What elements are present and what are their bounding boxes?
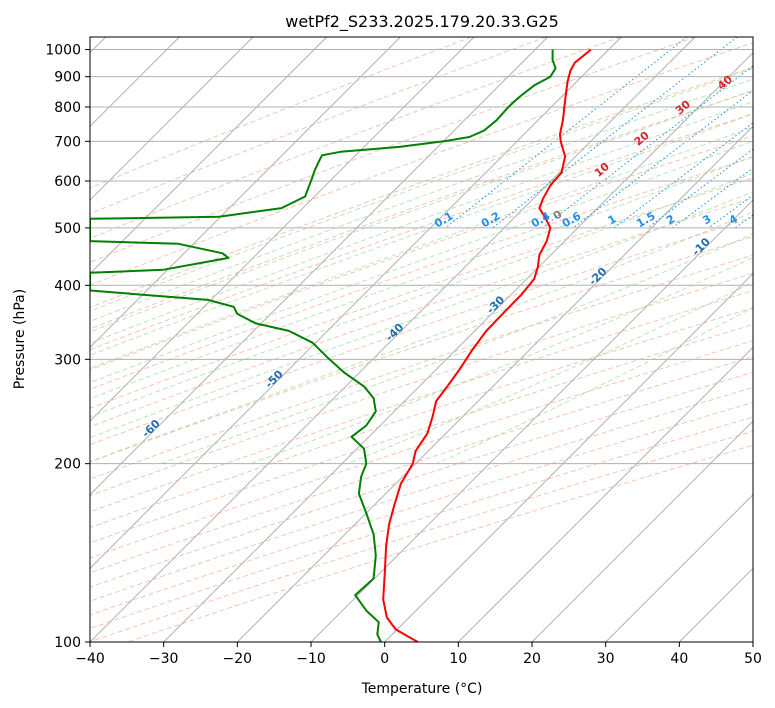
isotherm-line: [90, 37, 475, 422]
dry-adiabat-line: [90, 386, 753, 602]
dewpoint-profile-line: [90, 49, 557, 642]
x-tick-label: 50: [744, 651, 762, 667]
x-tick-label: −20: [223, 651, 253, 667]
y-tick-label: 800: [54, 100, 81, 116]
y-tick-label: 100: [54, 635, 81, 651]
moist-adiabat-line: [90, 67, 753, 312]
y-tick-label: 900: [54, 70, 81, 86]
profile-series: [90, 48, 592, 642]
dry-adiabat-line: [90, 272, 753, 497]
y-tick-label: 200: [54, 457, 81, 473]
moist-adiabat-line: [90, 140, 753, 384]
moist-adiabat-line: [90, 172, 753, 418]
x-tick-label: 40: [670, 651, 688, 667]
x-tick-label: −30: [149, 651, 179, 667]
isotherm-line: [90, 37, 696, 642]
isotherm-line: [90, 37, 622, 569]
dry-adiabat-line: [90, 323, 753, 544]
moist-adiabat-line: [90, 156, 753, 400]
dry-adiabat-line: [90, 307, 753, 529]
y-axis-label: Pressure (hPa): [12, 289, 28, 389]
moist-adiabat-line: [436, 307, 753, 465]
dry-adiabat-line: [90, 290, 753, 513]
dry-adiabat-line: [90, 156, 753, 390]
y-tick-label: 1000: [45, 43, 81, 59]
isotherm-line: [605, 494, 753, 642]
isotherm-line: [310, 199, 753, 642]
moist-adiabat-line: [90, 78, 753, 322]
x-axis-label: Temperature (°C): [361, 681, 483, 697]
dry-adiabat-line: [90, 177, 753, 409]
isotherm-line: [384, 273, 753, 642]
x-tick-label: −40: [75, 651, 105, 667]
dry-adiabat-line: [90, 356, 753, 574]
isotherm-line: [90, 37, 254, 201]
y-tick-label: 500: [54, 221, 81, 237]
isotherm-line: [163, 52, 753, 642]
y-axis-ticks: 1000 900 800 700 600 500 400 300 200 100: [45, 43, 90, 651]
dry-adiabat-line: [90, 113, 753, 351]
dry-adiabat-line: [90, 37, 547, 215]
isotherm-line: [90, 37, 327, 275]
moist-adiabat-line: [90, 113, 753, 356]
dry-adiabat-line: [90, 254, 753, 480]
isotherm-line: [237, 125, 753, 642]
x-tick-label: −10: [296, 651, 326, 667]
mixing-ratio-label: 6: [766, 212, 775, 227]
isotherm-line: [752, 641, 753, 642]
y-tick-label: 300: [54, 352, 81, 368]
dry-adiabat-line: [90, 340, 753, 559]
isotherm-line: [531, 420, 753, 642]
background-lines: [90, 37, 753, 642]
moist-adiabat-line: [160, 233, 753, 465]
moist-adiabat-line: [90, 191, 753, 439]
dry-adiabat-line: [90, 42, 753, 286]
x-tick-label: 20: [523, 651, 541, 667]
pressure-grid: [90, 49, 753, 642]
x-tick-label: 0: [380, 651, 389, 667]
dry-adiabat-label: -70: [16, 467, 39, 490]
dry-adiabat-line: [90, 371, 753, 588]
temperature-profile-line: [382, 48, 592, 642]
y-tick-label: 600: [54, 174, 81, 190]
chart-title: wetPf2_S233.2025.179.20.33.G25: [285, 12, 559, 32]
mixing-ratio-line: [492, 37, 738, 229]
y-tick-label: 400: [54, 278, 81, 294]
isotherm-line: [458, 346, 753, 642]
plot-frame: [89, 36, 754, 643]
moist-adiabat-line: [90, 101, 753, 344]
isotherm-line: [90, 37, 548, 496]
x-tick-label: 10: [449, 651, 467, 667]
dry-adiabat-line: [90, 66, 753, 309]
dry-adiabat-line: [90, 37, 622, 239]
moist-adiabat-line: [347, 281, 753, 465]
mixing-ratio-line: [542, 65, 753, 229]
plot-background: [90, 37, 753, 642]
x-tick-label: 30: [597, 651, 615, 667]
isotherm-line: [90, 37, 401, 348]
mixing-ratio-line: [672, 167, 753, 229]
x-axis-ticks: −40 −30 −20 −10 0 10 20 30 40 50: [75, 642, 762, 667]
y-tick-label: 700: [54, 134, 81, 150]
mixing-ratio-line: [572, 90, 753, 229]
